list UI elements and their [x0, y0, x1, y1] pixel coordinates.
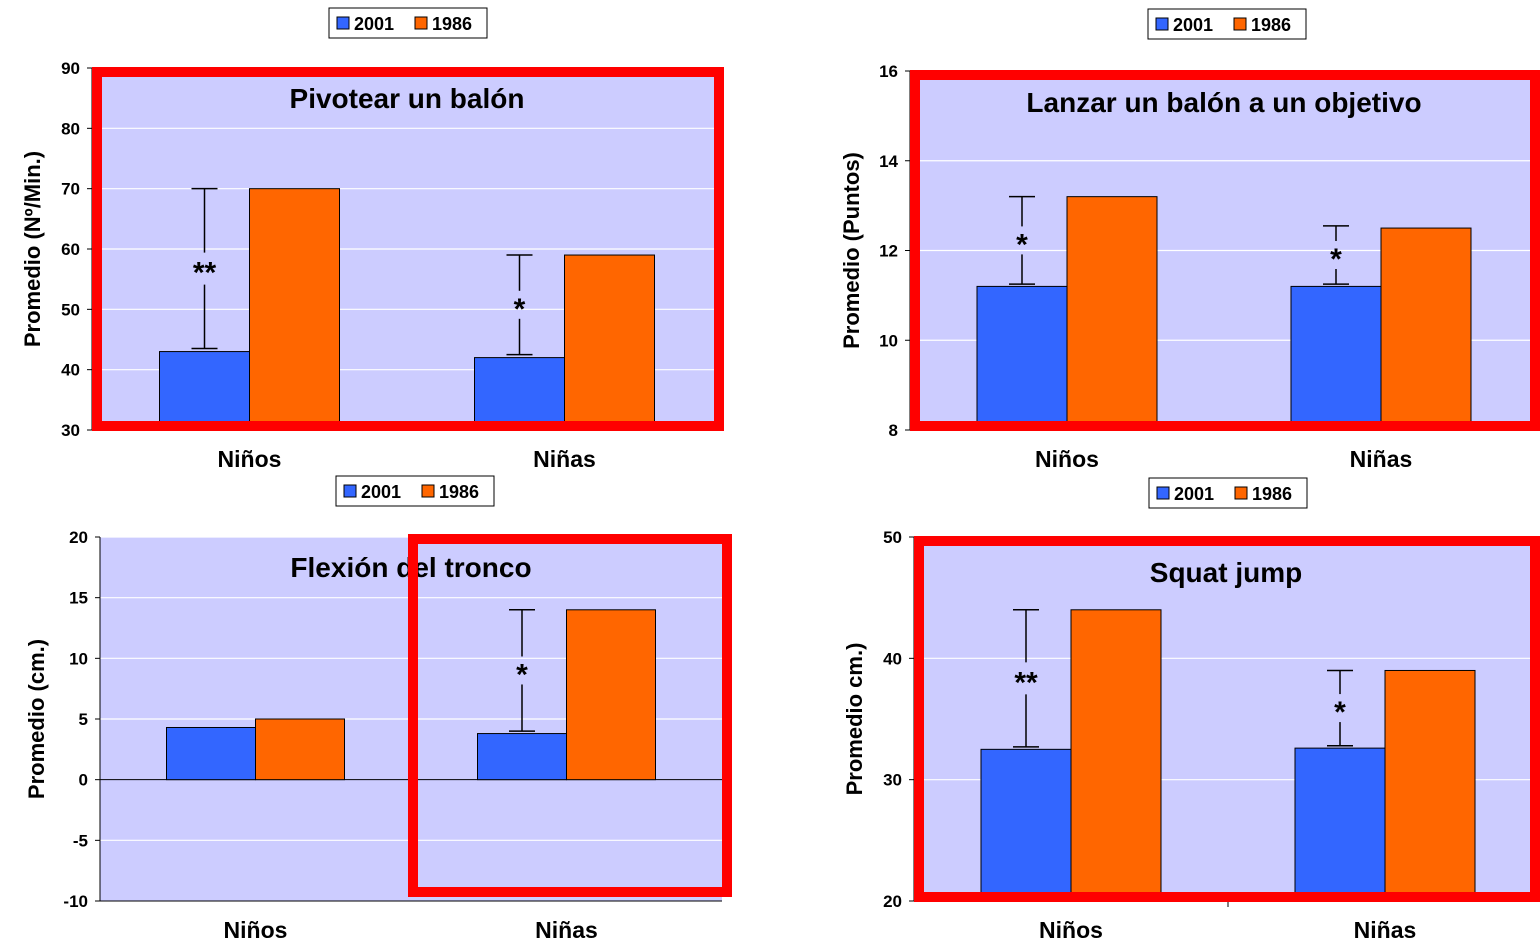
y-tick-label: 10 — [69, 649, 88, 668]
y-tick-label: 50 — [61, 300, 80, 319]
bar-2001-ninos — [159, 351, 250, 431]
significance-marker: ** — [1014, 666, 1038, 699]
chart-title: Pivotear un balón — [290, 83, 525, 114]
legend-swatch-1986 — [414, 16, 428, 30]
bar-1986-ninos — [255, 718, 345, 781]
y-tick-label: 40 — [61, 361, 80, 380]
bar-2001-ninas — [474, 357, 565, 431]
y-tick-label: 20 — [883, 892, 902, 911]
bar-1986-ninas — [566, 609, 656, 781]
y-tick-label: 40 — [883, 649, 902, 668]
category-label: Niñas — [533, 446, 596, 472]
legend: 2001 1986 — [1147, 8, 1307, 40]
y-tick-label: 0 — [79, 771, 88, 790]
chart-4: 20 30 40 50 ** Niños * Niñas Squat jump Promedio … — [842, 477, 1540, 942]
bar-2001-ninas — [477, 733, 567, 781]
significance-marker: ** — [193, 257, 217, 290]
category-label: Niños — [1039, 917, 1103, 942]
highlight-box — [92, 67, 724, 431]
legend-label-1986: 1986 — [432, 14, 472, 34]
legend-box — [335, 475, 495, 507]
highlight-box — [408, 534, 732, 897]
y-tick-label: 5 — [79, 710, 88, 729]
significance-marker: * — [514, 293, 526, 326]
legend-swatch-1986 — [421, 484, 435, 498]
y-tick-label: 14 — [879, 152, 898, 171]
chart-title: Squat jump — [1150, 557, 1302, 588]
y-tick-label: -10 — [63, 892, 88, 911]
bar-2001-ninos — [166, 726, 256, 781]
significance-marker: * — [516, 658, 528, 691]
y-tick-label: 50 — [883, 528, 902, 547]
legend-label-1986: 1986 — [439, 482, 479, 502]
category-label: Niños — [224, 917, 288, 942]
legend-swatch-2001 — [343, 484, 357, 498]
bar-2001-ninos — [980, 748, 1072, 902]
category-label: Niños — [1035, 446, 1099, 472]
legend-box — [1147, 8, 1307, 40]
legend-swatch-2001 — [1156, 486, 1170, 500]
bar-2001-ninas — [1294, 747, 1386, 902]
bar-1986-ninos — [1066, 196, 1158, 431]
significance-marker: * — [1334, 696, 1346, 729]
y-tick-label: 60 — [61, 240, 80, 259]
highlight-box — [910, 70, 1540, 431]
category-label: Niñas — [535, 917, 598, 942]
chart-1: 30 40 50 60 70 80 90 ** Niños * Niñas Pivotear un b… — [20, 7, 724, 472]
category-label: Niñas — [1354, 917, 1417, 942]
legend-label-2001: 2001 — [1173, 15, 1213, 35]
y-tick-label: 30 — [883, 771, 902, 790]
y-tick-label: -5 — [73, 831, 88, 850]
category-label: Niñas — [1350, 446, 1413, 472]
significance-marker: * — [1016, 228, 1028, 261]
bar-1986-ninos — [1070, 609, 1162, 902]
bar-2001-ninas — [1290, 285, 1382, 431]
legend-swatch-2001 — [1155, 17, 1169, 31]
chart-2: 8 10 12 14 16 * Niños * Niñas Lanzar un balón a u… — [839, 8, 1540, 472]
legend: 2001 1986 — [328, 7, 488, 39]
legend-label-2001: 2001 — [354, 14, 394, 34]
legend-swatch-2001 — [336, 16, 350, 30]
legend-box — [1148, 477, 1308, 509]
category-label: Niños — [218, 446, 282, 472]
y-tick-label: 80 — [61, 119, 80, 138]
y-axis-label: Promedio (cm.) — [24, 639, 49, 799]
legend-swatch-1986 — [1233, 17, 1247, 31]
y-tick-label: 20 — [69, 528, 88, 547]
y-tick-label: 12 — [879, 242, 898, 261]
y-tick-label: 30 — [61, 421, 80, 440]
legend-swatch-1986 — [1234, 486, 1248, 500]
y-tick-label: 10 — [879, 331, 898, 350]
legend: 2001 1986 — [1148, 477, 1308, 509]
significance-marker: * — [1330, 243, 1342, 276]
y-tick-label: 8 — [889, 421, 898, 440]
highlight-box — [914, 536, 1540, 902]
bar-1986-ninos — [249, 188, 340, 431]
y-axis-label: Promedio (Nº/Min.) — [20, 151, 45, 347]
legend-label-2001: 2001 — [361, 482, 401, 502]
y-axis-label: Promedio (Puntos) — [839, 152, 864, 349]
y-tick-label: 90 — [61, 59, 80, 78]
y-axis-label: Promedio cm.) — [842, 643, 867, 796]
chart-title: Lanzar un balón a un objetivo — [1026, 87, 1421, 118]
y-tick-label: 70 — [61, 180, 80, 199]
legend-label-1986: 1986 — [1251, 15, 1291, 35]
y-tick-label: 16 — [879, 62, 898, 81]
legend-label-1986: 1986 — [1252, 484, 1292, 504]
bar-1986-ninas — [564, 254, 655, 431]
legend: 2001 1986 — [335, 475, 495, 507]
legend-label-2001: 2001 — [1174, 484, 1214, 504]
bar-1986-ninas — [1384, 669, 1476, 902]
bar-1986-ninas — [1380, 227, 1472, 431]
y-tick-label: 15 — [69, 589, 88, 608]
bar-2001-ninos — [976, 285, 1068, 431]
legend-box — [328, 7, 488, 39]
